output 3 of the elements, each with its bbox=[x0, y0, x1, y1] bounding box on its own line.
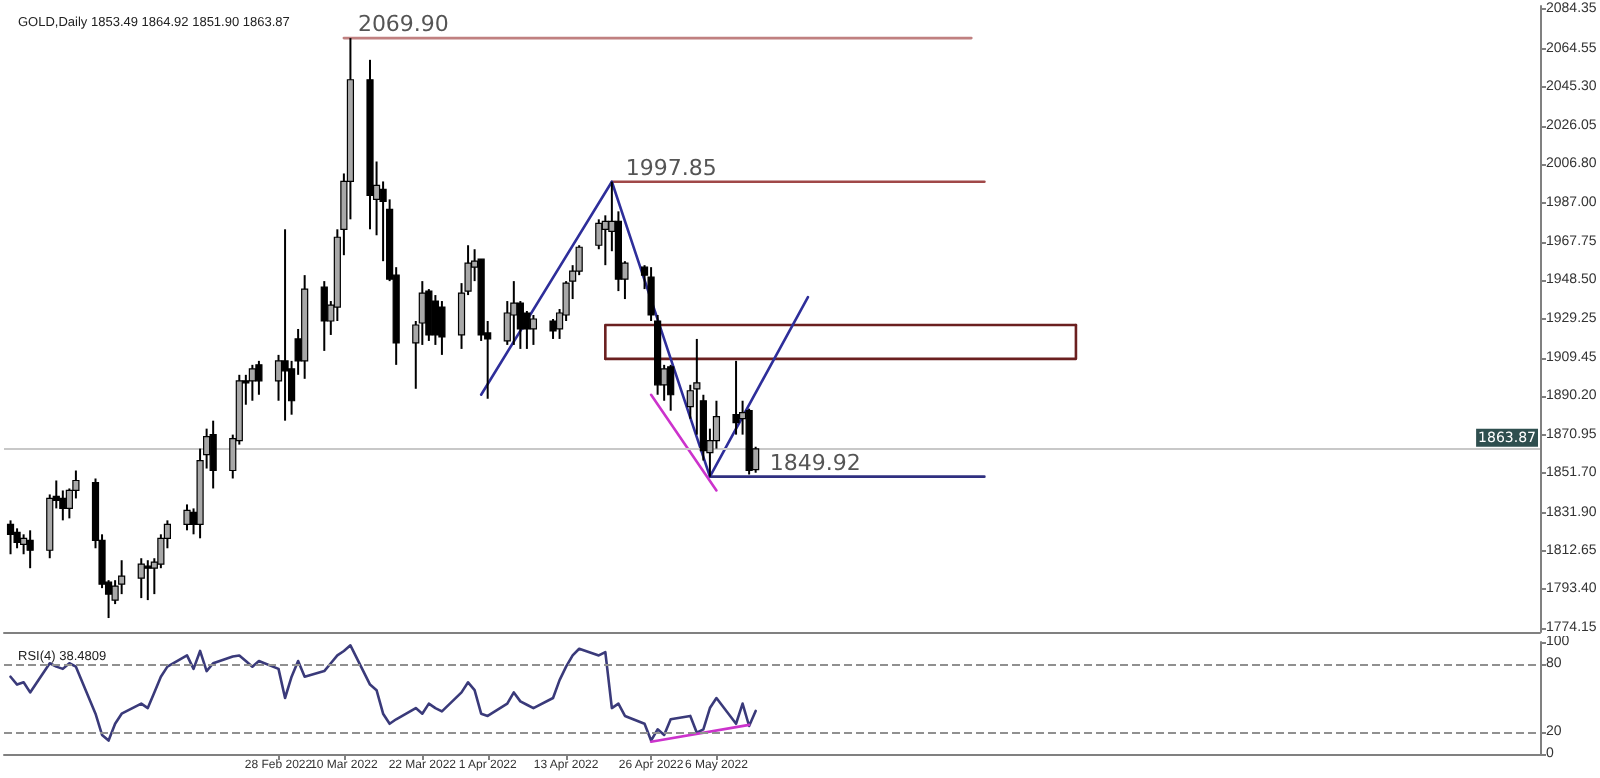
annotation: 1849.92 bbox=[769, 449, 861, 476]
annotation: 1997.85 bbox=[625, 154, 717, 181]
annotation: 2069.90 bbox=[357, 11, 449, 38]
